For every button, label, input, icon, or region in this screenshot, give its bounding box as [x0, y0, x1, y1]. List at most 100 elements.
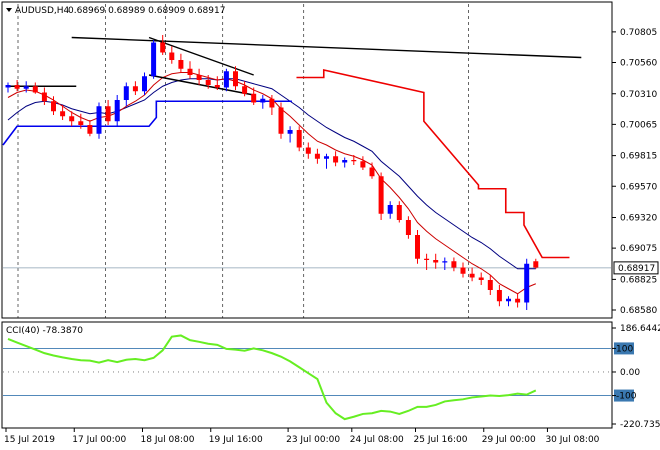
candle-body	[205, 80, 211, 85]
candle-body	[69, 116, 75, 122]
cci-tick-label: 0.00	[620, 368, 640, 378]
time-tick-label: 18 Jul 08:00	[141, 435, 195, 445]
cci-tick-label: 186.6442	[620, 324, 660, 334]
candle-body	[378, 176, 384, 214]
candle-body	[451, 261, 457, 268]
candle-body	[278, 107, 284, 134]
candle-body	[160, 42, 166, 53]
candle-body	[87, 125, 93, 134]
time-tick-label: 15 Jul 2019	[4, 435, 55, 445]
candle-body	[142, 76, 147, 92]
cci-axis: 186.6442 100 0.00 -100 -220.735	[612, 324, 660, 430]
time-tick-label: 30 Jul 08:00	[545, 435, 599, 445]
candle-body	[187, 68, 193, 75]
current-price-box	[613, 261, 659, 275]
price-tick-label: 0.68580	[620, 306, 657, 316]
candle-body	[433, 260, 439, 263]
price-tick-label: 0.70310	[620, 90, 657, 100]
candle-body	[51, 101, 56, 112]
current-price-label: 0.68917	[618, 264, 655, 274]
candle-body	[14, 85, 20, 89]
price-tick-label: 0.69815	[620, 152, 657, 162]
candle-body	[178, 60, 184, 69]
main-grid	[17, 4, 469, 318]
candle-body	[533, 261, 539, 268]
candle-body	[424, 258, 430, 260]
candle-body	[369, 167, 375, 177]
candle-body	[415, 235, 420, 259]
candle-body	[23, 86, 29, 89]
price-tick-label: 0.69570	[620, 182, 657, 192]
time-tick-label: 19 Jul 16:00	[209, 435, 263, 445]
candle-body	[524, 263, 530, 303]
price-tick-label: 0.69320	[620, 214, 657, 224]
candle-body	[387, 205, 393, 214]
candle-body	[260, 98, 266, 103]
price-tick-label: 0.69075	[620, 244, 657, 254]
time-tick-label: 24 Jul 08:00	[350, 435, 404, 445]
candle-body	[296, 130, 302, 148]
candle-body	[269, 98, 275, 108]
time-tick-label: 25 Jul 16:00	[414, 435, 468, 445]
price-axis: 0.70805 0.70560 0.70310 0.70065 0.69815 0.695…	[612, 28, 659, 316]
price-tick-label: 0.70805	[620, 28, 657, 38]
candle-body	[233, 71, 238, 87]
time-tick-label: 17 Jul 00:00	[72, 435, 126, 445]
cci-level-box	[614, 342, 634, 355]
candle-body	[351, 160, 357, 162]
time-tick-label: 29 Jul 00:00	[482, 435, 536, 445]
candle-body	[196, 75, 202, 80]
candle-body	[496, 290, 502, 302]
candle-body	[78, 121, 84, 125]
candle-body	[469, 273, 475, 278]
candle-body	[96, 106, 102, 134]
price-tick-label: 0.70065	[620, 120, 657, 130]
cci-header-label: CCI(40) -78.3870	[6, 326, 83, 336]
candle-body	[360, 161, 366, 168]
cci-tick-label: -100	[616, 392, 637, 402]
trendline	[148, 36, 254, 76]
time-tick-label: 23 Jul 00:00	[286, 435, 340, 445]
candle-body	[41, 92, 47, 102]
cci-plot	[3, 334, 611, 421]
cci-tick-label: 100	[616, 344, 633, 354]
symbol-label: AUDUSD,H4	[15, 6, 70, 16]
cci-tick-label: -220.735	[620, 420, 660, 430]
candle-body	[460, 267, 466, 274]
chart-header: AUDUSD,H4 0.68969 0.68989 0.68909 0.6891…	[6, 6, 225, 16]
candle-body	[105, 106, 111, 122]
candle-body	[515, 298, 521, 303]
ma-slow-line	[7, 78, 536, 270]
candle-body	[478, 277, 484, 280]
candle-body	[442, 261, 448, 263]
candle-body	[32, 86, 38, 93]
candle-body	[5, 85, 11, 88]
indicator-pane-border	[1, 321, 613, 429]
candle-body	[342, 160, 348, 163]
candle-body	[214, 85, 220, 88]
candle-body	[396, 205, 402, 220]
lower-step-line	[2, 100, 292, 146]
dropdown-triangle-icon[interactable]	[6, 8, 12, 12]
candle-body	[405, 220, 411, 235]
candle-body	[251, 93, 257, 103]
candle-body	[132, 86, 138, 92]
candle-body	[506, 298, 511, 302]
price-plot	[2, 35, 611, 310]
candle-body	[169, 52, 175, 60]
candle-body	[151, 42, 157, 77]
trendline	[148, 74, 254, 96]
ohlc-values: 0.68969 0.68989 0.68909 0.68917	[68, 6, 225, 16]
candle-body	[324, 156, 329, 159]
main-pane-border	[1, 1, 613, 319]
candle-body	[333, 156, 339, 163]
candle-body	[314, 153, 320, 159]
candle-body	[242, 86, 248, 94]
candle-body	[123, 86, 129, 100]
candle-body	[305, 147, 311, 154]
candle-body	[487, 280, 493, 290]
cci-level-box	[614, 389, 634, 402]
candle-body	[287, 130, 293, 134]
candle-body	[60, 111, 66, 117]
